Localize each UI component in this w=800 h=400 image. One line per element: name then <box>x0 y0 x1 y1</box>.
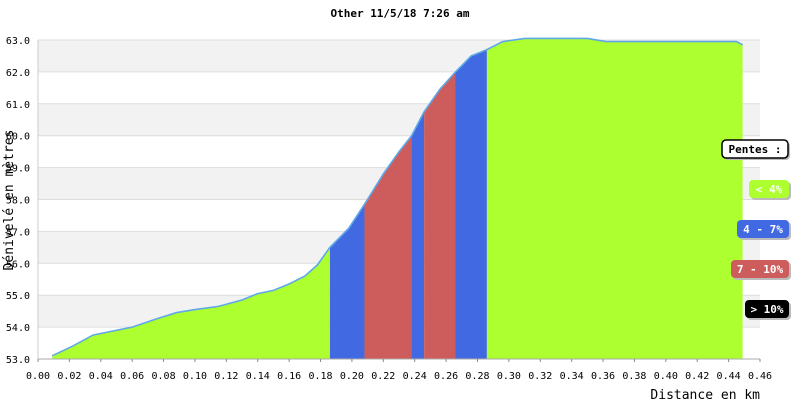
y-tick-label: 56.0 <box>6 259 30 270</box>
x-axis-label: Distance en km <box>650 388 760 400</box>
y-tick-label: 60.0 <box>6 132 30 143</box>
x-tick-label: 0.00 <box>26 371 50 382</box>
y-tick-label: 59.0 <box>6 164 30 175</box>
x-tick-label: 0.02 <box>57 371 81 382</box>
legend-title-box <box>721 139 789 159</box>
y-tick-label: 61.0 <box>6 100 30 111</box>
x-tick-label: 0.20 <box>340 371 364 382</box>
x-tick-label: 0.36 <box>591 371 615 382</box>
y-tick-label: 63.0 <box>6 36 30 47</box>
elevation-profile-line <box>51 37 744 357</box>
x-tick-label: 0.08 <box>152 371 176 382</box>
x-tick-label: 0.38 <box>622 371 646 382</box>
x-tick-label: 0.46 <box>748 371 772 382</box>
legend-item-box <box>749 180 789 198</box>
x-tick-labels: 0.00 0.02 0.04 0.06 0.08 0.10 0.12 0.14 0.16 0.18… <box>26 359 772 382</box>
x-tick-label: 0.32 <box>528 371 552 382</box>
legend-item-label: < 4% <box>756 183 783 196</box>
legend-title: Pentes : <box>729 143 782 156</box>
legend-item-label: > 10% <box>750 303 783 316</box>
legend-item-box <box>745 300 789 318</box>
legend-item-label: 4 - 7% <box>743 223 783 236</box>
x-tick-label: 0.12 <box>214 371 238 382</box>
x-tick-label: 0.26 <box>434 371 458 382</box>
legend-item-label: 7 - 10% <box>737 263 784 276</box>
x-tick-label: 0.40 <box>654 371 678 382</box>
x-tick-label: 0.30 <box>497 371 521 382</box>
x-tick-label: 0.42 <box>685 371 709 382</box>
y-tick-label: 57.0 <box>6 227 30 238</box>
y-tick-labels: 53.0 54.0 55.0 56.0 57.0 58.0 59.0 60.0 61.0 62.0… <box>6 36 30 366</box>
x-tick-label: 0.14 <box>246 371 270 382</box>
x-tick-label: 0.34 <box>560 371 584 382</box>
legend-item-box <box>731 260 789 278</box>
y-tick-label: 54.0 <box>6 323 30 334</box>
y-axis-label: Dénivelé en mètres <box>2 130 17 271</box>
x-tick-label: 0.22 <box>371 371 395 382</box>
legend-item-box <box>737 220 789 238</box>
slope-legend: Pentes : < 4% 4 - 7% 7 - 10% > 10% <box>721 139 791 320</box>
slope-segment <box>486 38 743 359</box>
x-tick-label: 0.44 <box>717 371 741 382</box>
x-tick-label: 0.04 <box>89 371 113 382</box>
x-tick-label: 0.16 <box>277 371 301 382</box>
y-tick-label: 55.0 <box>6 291 30 302</box>
y-tick-label: 53.0 <box>6 355 30 366</box>
x-tick-label: 0.24 <box>403 371 427 382</box>
x-tick-label: 0.18 <box>308 371 332 382</box>
slope-segment <box>455 38 487 359</box>
chart-title: Other 11/5/18 7:26 am <box>330 7 469 20</box>
x-tick-label: 0.28 <box>465 371 489 382</box>
x-tick-label: 0.10 <box>183 371 207 382</box>
x-tick-label: 0.06 <box>120 371 144 382</box>
y-tick-label: 58.0 <box>6 196 30 207</box>
y-tick-label: 62.0 <box>6 68 30 79</box>
